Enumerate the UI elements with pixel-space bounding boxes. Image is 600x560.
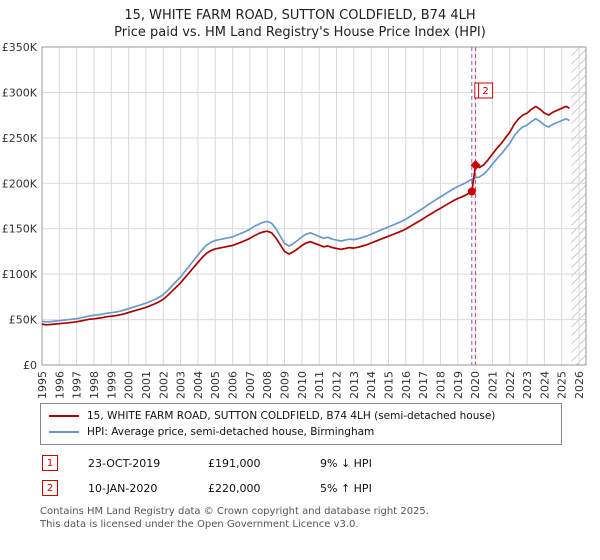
svg-text:1998: 1998	[88, 371, 101, 399]
svg-text:2008: 2008	[261, 371, 274, 399]
transaction-1-price: £191,000	[208, 456, 261, 470]
footer-line-1: Contains HM Land Registry data © Crown c…	[40, 506, 429, 517]
svg-text:2013: 2013	[348, 371, 361, 399]
svg-text:1999: 1999	[105, 371, 118, 399]
property-line-swatch	[49, 415, 79, 417]
svg-text:2005: 2005	[209, 371, 222, 399]
legend-hpi-label: HPI: Average price, semi-detached house,…	[87, 426, 375, 438]
svg-text:£250K: £250K	[2, 132, 38, 145]
svg-text:2026: 2026	[573, 371, 586, 399]
transaction-2-marker: 2	[42, 480, 58, 496]
svg-text:2021: 2021	[486, 371, 499, 399]
license-footer: Contains HM Land Registry data © Crown c…	[40, 505, 600, 531]
chart-header: 15, WHITE FARM ROAD, SUTTON COLDFIELD, B…	[0, 0, 600, 41]
svg-text:£300K: £300K	[2, 86, 38, 99]
svg-text:2023: 2023	[521, 371, 534, 399]
svg-text:£350K: £350K	[2, 41, 38, 54]
svg-text:2000: 2000	[123, 371, 136, 399]
legend-item-hpi: HPI: Average price, semi-detached house,…	[49, 424, 553, 440]
legend-item-property: 15, WHITE FARM ROAD, SUTTON COLDFIELD, B…	[49, 408, 553, 424]
transaction-list: 1 23-OCT-2019 £191,000 9% ↓ HPI 2 10-JAN…	[42, 455, 600, 496]
transaction-row: 1 23-OCT-2019 £191,000 9% ↓ HPI	[42, 455, 600, 471]
footer-line-2: This data is licensed under the Open Gov…	[40, 519, 359, 530]
svg-text:2014: 2014	[365, 371, 378, 399]
page-title: 15, WHITE FARM ROAD, SUTTON COLDFIELD, B…	[124, 8, 476, 23]
svg-text:£200K: £200K	[2, 177, 38, 190]
svg-text:2024: 2024	[538, 371, 551, 399]
svg-text:1997: 1997	[71, 371, 84, 399]
svg-text:2009: 2009	[279, 371, 292, 399]
svg-text:2018: 2018	[435, 371, 448, 399]
svg-text:2003: 2003	[175, 371, 188, 399]
transaction-2-price: £220,000	[208, 481, 261, 495]
svg-text:£50K: £50K	[9, 314, 38, 327]
svg-text:2020: 2020	[469, 371, 482, 399]
svg-text:1996: 1996	[53, 371, 66, 399]
svg-text:2001: 2001	[140, 371, 153, 399]
svg-text:£100K: £100K	[2, 268, 38, 281]
transaction-1-date: 23-OCT-2019	[88, 456, 161, 470]
svg-text:2016: 2016	[400, 371, 413, 399]
svg-text:2012: 2012	[331, 371, 344, 399]
page-subtitle: Price paid vs. HM Land Registry's House …	[114, 25, 486, 40]
svg-text:2006: 2006	[227, 371, 240, 399]
hpi-line-swatch	[49, 431, 79, 433]
svg-text:2017: 2017	[417, 371, 430, 399]
transaction-1-hpi-delta: 9% ↓ HPI	[320, 456, 372, 470]
svg-text:2: 2	[482, 86, 488, 97]
svg-text:2025: 2025	[556, 371, 569, 399]
transaction-2-hpi-delta: 5% ↑ HPI	[320, 481, 372, 495]
svg-text:2011: 2011	[313, 371, 326, 399]
price-chart: £0 £50K £100K £150K £200K £250K £300K £350K 1995…	[2, 41, 587, 399]
svg-text:2015: 2015	[383, 371, 396, 399]
legend-property-label: 15, WHITE FARM ROAD, SUTTON COLDFIELD, B…	[87, 410, 496, 422]
svg-text:2007: 2007	[244, 371, 257, 399]
svg-text:£0: £0	[23, 359, 37, 372]
svg-text:2010: 2010	[296, 371, 309, 399]
svg-text:2004: 2004	[192, 371, 205, 399]
chart-legend: 15, WHITE FARM ROAD, SUTTON COLDFIELD, B…	[40, 403, 562, 445]
transaction-1-marker: 1	[42, 455, 58, 471]
svg-text:2019: 2019	[452, 371, 465, 399]
svg-text:2022: 2022	[504, 371, 517, 399]
svg-text:2002: 2002	[157, 371, 170, 399]
transaction-row: 2 10-JAN-2020 £220,000 5% ↑ HPI	[42, 480, 600, 496]
svg-text:£150K: £150K	[2, 223, 38, 236]
transaction-2-date: 10-JAN-2020	[88, 481, 158, 495]
svg-text:1995: 1995	[36, 371, 49, 399]
